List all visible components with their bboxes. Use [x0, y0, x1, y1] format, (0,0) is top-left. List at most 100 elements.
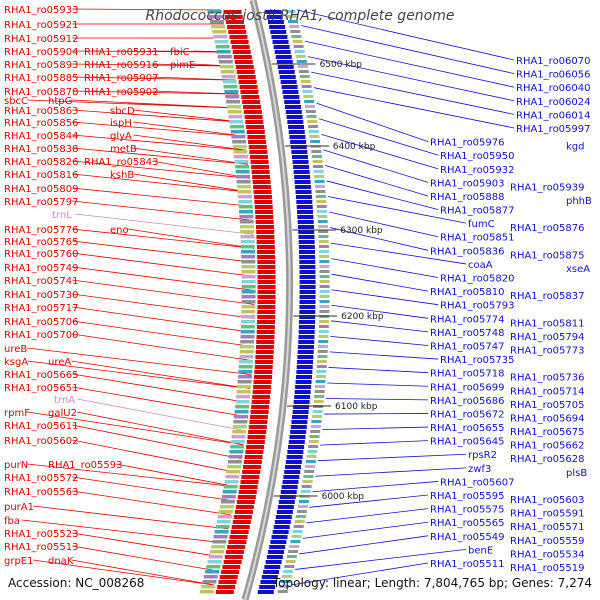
gene-label-right[interactable]: RHA1_ro05774 [430, 314, 505, 325]
gene-label-right[interactable]: RHA1_ro05655 [430, 423, 505, 434]
gene-label-left[interactable]: RHA1_ro05878 [4, 87, 79, 98]
gene-label-right[interactable]: RHA1_ro05559 [510, 536, 585, 547]
gene-label-right[interactable]: kgd [566, 142, 585, 153]
gene-label-right[interactable]: RHA1_ro05794 [510, 332, 585, 343]
gene-label-left[interactable]: fbiC [170, 47, 190, 58]
gene-label-left[interactable]: RHA1_ro05765 [4, 237, 79, 248]
gene-label-left[interactable]: grpE1 [4, 556, 34, 567]
gene-label-left[interactable]: ispH [110, 118, 132, 129]
gene-label-right[interactable]: zwf3 [468, 464, 491, 475]
gene-label-left[interactable]: RHA1_ro05826 [4, 157, 79, 168]
gene-label-right[interactable]: RHA1_ro05549 [430, 532, 505, 543]
gene-label-left[interactable]: ksgA [4, 357, 28, 368]
gene-label-left[interactable]: kshB [110, 170, 134, 181]
gene-label-left[interactable]: RHA1_ro05513 [4, 542, 79, 553]
gene-label-right[interactable]: RHA1_ro05595 [430, 491, 505, 502]
gene-label-right[interactable]: RHA1_ro06024 [516, 97, 591, 108]
gene-label-left[interactable]: RHA1_ro05816 [4, 170, 79, 181]
gene-label-left[interactable]: htpG [48, 96, 72, 107]
gene-label-right[interactable]: RHA1_ro05511 [430, 559, 505, 570]
gene-label-right[interactable]: RHA1_ro05875 [510, 250, 585, 261]
gene-label-right[interactable]: RHA1_ro05939 [510, 182, 585, 193]
gene-label-right[interactable]: RHA1_ro05747 [430, 341, 505, 352]
gene-label-left[interactable]: RHA1_ro05797 [4, 197, 79, 208]
gene-label-right[interactable]: RHA1_ro05837 [510, 291, 585, 302]
gene-label-left[interactable]: RHA1_ro05863 [4, 106, 79, 117]
gene-label-right[interactable]: fumC [468, 219, 495, 230]
gene-label-right[interactable]: RHA1_ro05997 [516, 124, 591, 135]
gene-label-left[interactable]: RHA1_ro05749 [4, 263, 79, 274]
gene-label-left[interactable]: glyA [110, 131, 132, 142]
gene-label-right[interactable]: RHA1_ro05903 [430, 178, 505, 189]
gene-label-left[interactable]: dnaK [48, 556, 74, 567]
gene-label-right[interactable]: RHA1_ro05628 [510, 454, 585, 465]
gene-label-left[interactable]: metB [110, 144, 137, 155]
gene-label-right[interactable]: RHA1_ro05888 [430, 192, 505, 203]
gene-label-right[interactable]: RHA1_ro05662 [510, 441, 585, 452]
gene-label-right[interactable]: RHA1_ro05851 [440, 233, 515, 244]
gene-label-right[interactable]: RHA1_ro05645 [430, 437, 505, 448]
gene-label-right[interactable]: RHA1_ro05976 [430, 138, 505, 149]
gene-label-left[interactable]: RHA1_ro05838 [4, 144, 79, 155]
gene-label-right[interactable]: rpsR2 [468, 450, 497, 461]
gene-label-right[interactable]: RHA1_ro05793 [440, 301, 515, 312]
gene-label-left[interactable]: RHA1_ro05907 [84, 73, 159, 84]
gene-label-left[interactable]: galU2 [48, 408, 77, 419]
gene-label-left[interactable]: RHA1_ro05921 [4, 20, 79, 31]
gene-label-right[interactable]: plsB [566, 468, 587, 479]
gene-label-left[interactable]: trnL [52, 210, 72, 221]
gene-label-right[interactable]: RHA1_ro06040 [516, 83, 591, 94]
gene-label-right[interactable]: RHA1_ro05519 [510, 563, 585, 574]
gene-label-left[interactable]: RHA1_ro05700 [4, 330, 79, 341]
gene-label-right[interactable]: RHA1_ro05571 [510, 522, 585, 533]
gene-label-left[interactable]: RHA1_ro05611 [4, 421, 79, 432]
gene-label-left[interactable]: sbcD [110, 106, 135, 117]
gene-label-right[interactable]: RHA1_ro05950 [440, 151, 515, 162]
gene-label-right[interactable]: RHA1_ro05699 [430, 382, 505, 393]
gene-label-left[interactable]: RHA1_ro05902 [84, 87, 159, 98]
gene-label-right[interactable]: xseA [566, 264, 590, 275]
gene-label-left[interactable]: ureB [4, 344, 27, 355]
gene-label-right[interactable]: RHA1_ro06056 [516, 70, 591, 81]
gene-label-right[interactable]: RHA1_ro05748 [430, 328, 505, 339]
gene-label-left[interactable]: RHA1_ro05563 [4, 487, 79, 498]
gene-label-right[interactable]: RHA1_ro05811 [510, 318, 585, 329]
gene-label-left[interactable]: eno [110, 225, 129, 236]
gene-label-right[interactable]: RHA1_ro06070 [516, 56, 591, 67]
gene-label-left[interactable]: RHA1_ro05843 [84, 157, 159, 168]
gene-label-right[interactable]: RHA1_ro05591 [510, 509, 585, 520]
gene-label-left[interactable]: RHA1_ro05885 [4, 73, 79, 84]
gene-label-right[interactable]: RHA1_ro05876 [510, 223, 585, 234]
gene-label-right[interactable]: RHA1_ro05603 [510, 495, 585, 506]
gene-label-left[interactable]: RHA1_ro05893 [4, 60, 79, 71]
gene-label-right[interactable]: RHA1_ro05773 [510, 345, 585, 356]
gene-label-left[interactable]: pimE [170, 60, 195, 71]
gene-label-left[interactable]: RHA1_ro05912 [4, 34, 79, 45]
gene-label-right[interactable]: RHA1_ro05575 [430, 505, 505, 516]
gene-label-left[interactable]: RHA1_ro05717 [4, 303, 79, 314]
gene-label-right[interactable]: RHA1_ro05836 [430, 246, 505, 257]
gene-label-right[interactable]: RHA1_ro05736 [510, 373, 585, 384]
gene-label-left[interactable]: sbcC [4, 96, 28, 107]
gene-label-left[interactable]: RHA1_ro05523 [4, 529, 79, 540]
gene-label-left[interactable]: RHA1_ro05730 [4, 290, 79, 301]
gene-label-right[interactable]: RHA1_ro05718 [430, 369, 505, 380]
gene-label-left[interactable]: trnA [54, 395, 75, 406]
gene-label-left[interactable]: RHA1_ro05856 [4, 118, 79, 129]
gene-label-right[interactable]: RHA1_ro05534 [510, 549, 585, 560]
gene-label-left[interactable]: RHA1_ro05593 [48, 460, 123, 471]
gene-label-right[interactable]: RHA1_ro05705 [510, 400, 585, 411]
gene-label-right[interactable]: RHA1_ro05932 [440, 165, 515, 176]
gene-label-right[interactable]: RHA1_ro05686 [430, 396, 505, 407]
gene-label-right[interactable]: RHA1_ro05672 [430, 409, 505, 420]
gene-label-right[interactable]: RHA1_ro05607 [440, 477, 515, 488]
gene-label-left[interactable]: RHA1_ro05904 [4, 47, 79, 58]
gene-label-left[interactable]: RHA1_ro05931 [84, 47, 159, 58]
gene-label-left[interactable]: RHA1_ro05651 [4, 383, 79, 394]
gene-label-left[interactable]: fba [4, 516, 20, 527]
gene-label-left[interactable]: RHA1_ro05933 [4, 5, 79, 16]
gene-label-left[interactable]: RHA1_ro05809 [4, 184, 79, 195]
gene-label-left[interactable]: RHA1_ro05760 [4, 249, 79, 260]
gene-label-right[interactable]: RHA1_ro05714 [510, 386, 585, 397]
gene-label-left[interactable]: RHA1_ro05602 [4, 436, 79, 447]
